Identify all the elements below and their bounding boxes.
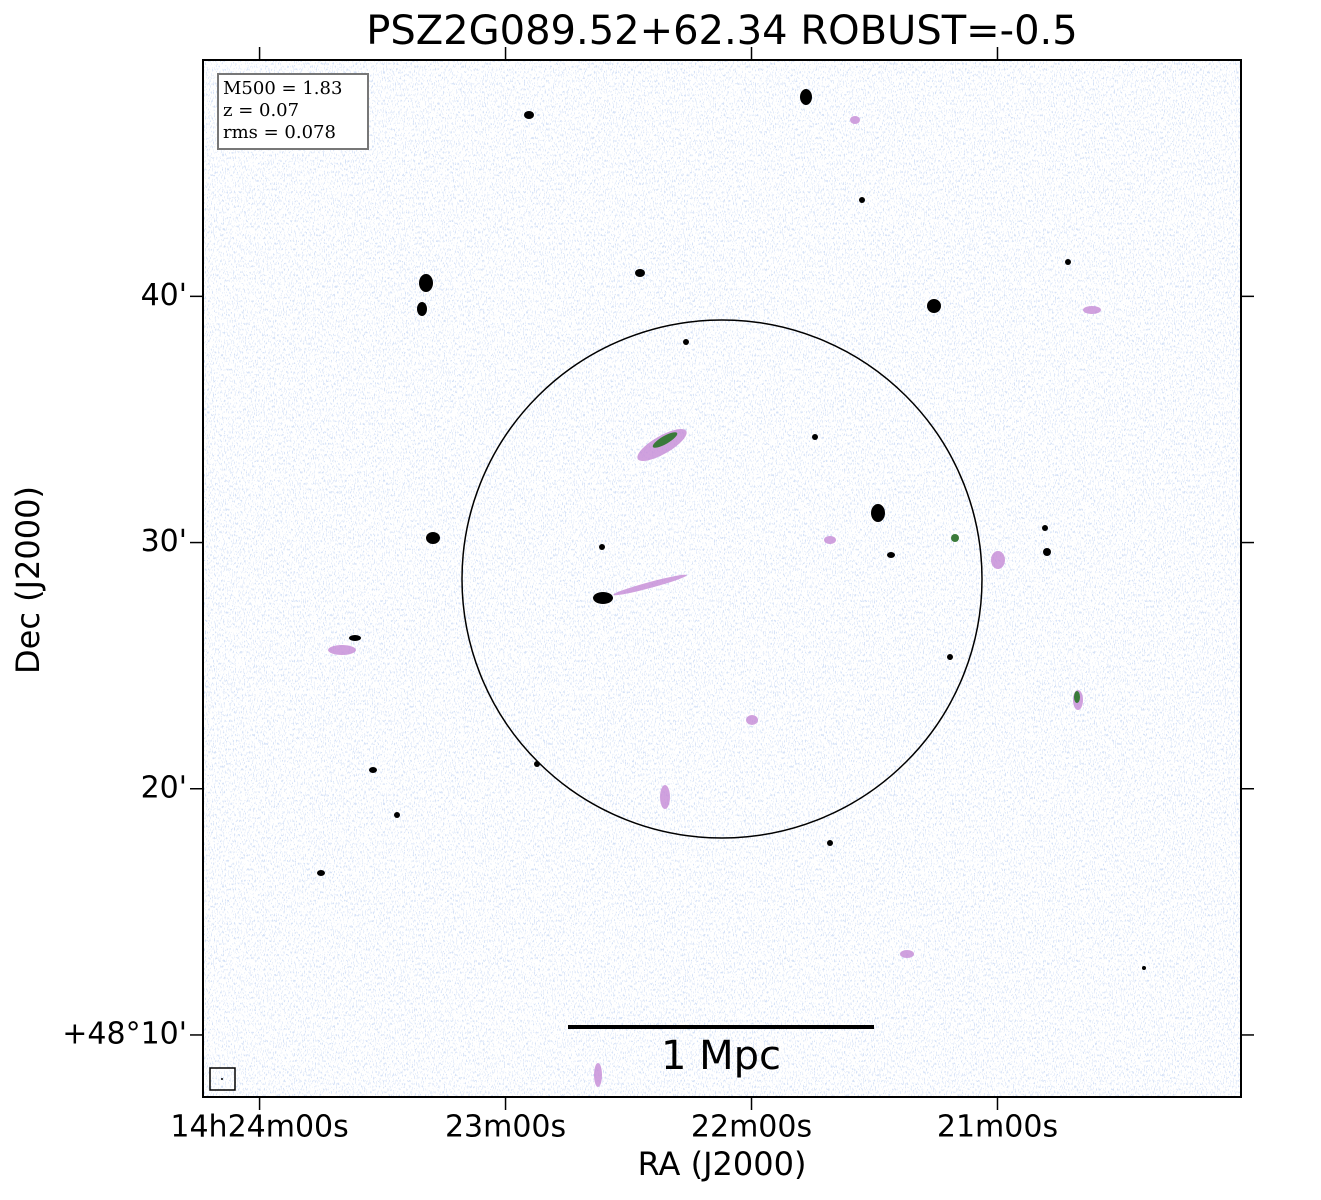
sources xyxy=(317,89,1146,970)
x-tick-label: 21m00s xyxy=(937,1110,1058,1145)
info-box-frame xyxy=(217,73,369,150)
emission-core xyxy=(652,432,1080,703)
y-tick-label: 40' xyxy=(141,278,187,313)
annotation: z = 0.07 xyxy=(223,100,299,121)
annotation: rms = 0.078 xyxy=(223,122,336,143)
x-tick-label: 22m00s xyxy=(691,1110,812,1145)
y-tick-label: +48°10' xyxy=(62,1016,187,1051)
beam xyxy=(221,1078,223,1080)
plot-frame xyxy=(202,59,1242,1098)
info-box: M500 = 1.83 z = 0.07 rms = 0.078 xyxy=(217,73,369,150)
y-axis-label: Dec (J2000) xyxy=(9,486,47,674)
r500-circle xyxy=(461,319,983,839)
x-tick-label: 23m00s xyxy=(445,1110,566,1145)
y-tick-label: 30' xyxy=(141,524,187,559)
y-tick-label: 20' xyxy=(141,770,187,805)
scalebar-label: 1 Mpc xyxy=(661,1033,781,1079)
x-axis-label: RA (J2000) xyxy=(638,1145,807,1183)
beam-box xyxy=(209,1067,236,1091)
chart-title: PSZ2G089.52+62.34 ROBUST=-0.5 xyxy=(366,8,1077,54)
image: 1 Mpc M500 = 1.83 z = 0.07 rms = 0.078 xyxy=(203,60,1241,1097)
annotation: M500 = 1.83 xyxy=(223,78,342,99)
x-tick-label: 14h24m00s xyxy=(170,1110,348,1145)
